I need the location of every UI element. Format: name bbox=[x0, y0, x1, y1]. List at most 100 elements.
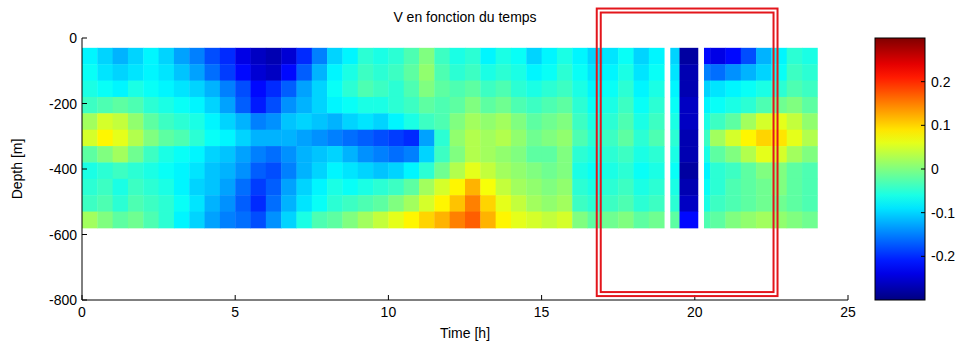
heat-cell bbox=[802, 162, 818, 179]
heat-cell bbox=[704, 212, 711, 229]
heat-cell bbox=[526, 81, 542, 98]
heat-cell bbox=[756, 48, 772, 65]
heat-cell bbox=[496, 212, 512, 229]
heat-cell bbox=[281, 81, 297, 98]
heat-cell bbox=[266, 212, 282, 229]
heat-cell bbox=[465, 113, 481, 130]
heat-cell bbox=[480, 81, 496, 98]
heat-cell bbox=[634, 212, 650, 229]
heat-cell bbox=[281, 113, 297, 130]
heat-cell bbox=[143, 146, 159, 163]
heat-cell bbox=[159, 48, 175, 65]
heat-cell bbox=[511, 179, 527, 196]
heat-cell bbox=[419, 97, 435, 114]
heat-cell bbox=[235, 81, 251, 98]
heat-cell bbox=[465, 146, 481, 163]
heat-cell bbox=[82, 146, 98, 163]
heat-cell bbox=[235, 130, 251, 147]
heat-cell bbox=[404, 146, 420, 163]
heat-cell bbox=[327, 146, 343, 163]
heat-cell bbox=[704, 48, 711, 65]
heat-cell bbox=[358, 81, 374, 98]
heat-cell bbox=[327, 162, 343, 179]
heat-cell bbox=[434, 179, 450, 196]
heat-cell bbox=[465, 130, 481, 147]
heat-cell bbox=[174, 162, 190, 179]
heat-cell bbox=[281, 130, 297, 147]
heat-cell bbox=[557, 48, 573, 65]
heat-cell bbox=[97, 64, 113, 81]
heat-cell bbox=[434, 130, 450, 147]
heat-cell bbox=[704, 130, 711, 147]
heat-cell bbox=[113, 179, 129, 196]
heat-cell bbox=[220, 64, 236, 81]
heat-cell bbox=[174, 195, 190, 212]
heat-cell bbox=[327, 97, 343, 114]
heat-cell bbox=[174, 130, 190, 147]
heat-cell bbox=[450, 212, 466, 229]
heat-cell bbox=[756, 130, 772, 147]
heat-cell bbox=[388, 146, 404, 163]
heat-cell bbox=[373, 97, 389, 114]
heat-cell bbox=[128, 212, 144, 229]
heat-cell bbox=[802, 195, 818, 212]
heat-cell bbox=[618, 113, 634, 130]
heat-cell bbox=[205, 97, 221, 114]
heat-cell bbox=[189, 48, 205, 65]
heat-cell bbox=[572, 64, 588, 81]
heat-cell bbox=[670, 130, 680, 147]
heat-cell bbox=[434, 113, 450, 130]
heat-cell bbox=[710, 130, 726, 147]
heat-cell bbox=[251, 97, 267, 114]
heat-cell bbox=[82, 64, 98, 81]
heat-cell bbox=[480, 130, 496, 147]
heat-cell bbox=[358, 146, 374, 163]
heat-cell bbox=[649, 162, 665, 179]
heat-cell bbox=[251, 113, 267, 130]
heat-cell bbox=[143, 212, 159, 229]
heat-cell bbox=[97, 81, 113, 98]
heat-cell bbox=[756, 97, 772, 114]
heat-cell bbox=[511, 130, 527, 147]
heat-cell bbox=[251, 64, 267, 81]
y-tick bbox=[82, 169, 87, 170]
heat-cell bbox=[97, 195, 113, 212]
heat-cell bbox=[113, 212, 129, 229]
heat-cell bbox=[787, 179, 803, 196]
heat-cell bbox=[526, 195, 542, 212]
heat-cell bbox=[787, 146, 803, 163]
heat-cell bbox=[756, 195, 772, 212]
heat-cell bbox=[618, 146, 634, 163]
heat-cell bbox=[725, 48, 741, 65]
heat-cell bbox=[496, 97, 512, 114]
heat-cell bbox=[603, 130, 619, 147]
heat-cell bbox=[725, 97, 741, 114]
heat-cell bbox=[143, 195, 159, 212]
heat-cell bbox=[342, 64, 358, 81]
heat-cell bbox=[465, 64, 481, 81]
heat-cell bbox=[634, 97, 650, 114]
heat-cell bbox=[189, 162, 205, 179]
heat-cell bbox=[710, 162, 726, 179]
heat-cell bbox=[526, 48, 542, 65]
heat-cell bbox=[342, 212, 358, 229]
heat-cell bbox=[266, 146, 282, 163]
heat-cell bbox=[128, 179, 144, 196]
heat-cell bbox=[358, 113, 374, 130]
heat-cell bbox=[634, 113, 650, 130]
heat-cell bbox=[603, 212, 619, 229]
x-tick-label: 0 bbox=[78, 304, 86, 320]
heat-cell bbox=[704, 162, 711, 179]
heat-cell bbox=[557, 162, 573, 179]
heat-cell bbox=[557, 113, 573, 130]
heat-cell bbox=[526, 130, 542, 147]
heat-cell bbox=[174, 179, 190, 196]
heat-cell bbox=[97, 146, 113, 163]
heat-cell bbox=[802, 81, 818, 98]
heat-cell bbox=[450, 48, 466, 65]
heat-cell bbox=[205, 195, 221, 212]
heat-cell bbox=[480, 97, 496, 114]
heat-cell bbox=[679, 146, 698, 163]
heat-cell bbox=[205, 162, 221, 179]
heat-cell bbox=[511, 195, 527, 212]
